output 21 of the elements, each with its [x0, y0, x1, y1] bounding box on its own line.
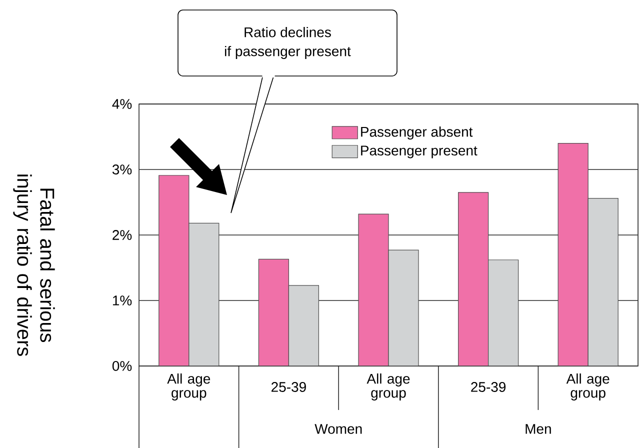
y-tick-label: 0%: [112, 361, 132, 371]
y-tick-label: 2%: [112, 230, 132, 240]
text: if passenger present: [225, 46, 351, 60]
bar: [258, 258, 290, 366]
bar: [458, 192, 489, 366]
y-tick-label: 3%: [112, 164, 132, 174]
x-tick-label: All age group: [167, 373, 210, 401]
x-tick-label: 25-39: [471, 382, 506, 392]
bar: [558, 142, 588, 366]
text: Women: [314, 424, 362, 434]
y-axis-title: Fatal and serious injury ratio of drivers: [13, 174, 55, 356]
x-tick-label: All age group: [366, 373, 410, 401]
x-tick-label: All age group: [566, 373, 610, 401]
y-tick-label: 1%: [112, 296, 132, 306]
legend-label: Passenger present: [361, 146, 478, 158]
y-tick-label: 4%: [112, 99, 132, 109]
bar: [358, 214, 389, 366]
legend-label: Passenger absent: [361, 126, 473, 140]
x-tick-label: 25-39: [272, 382, 306, 392]
text: Men: [526, 424, 551, 434]
text: Ratio declines: [244, 26, 331, 38]
